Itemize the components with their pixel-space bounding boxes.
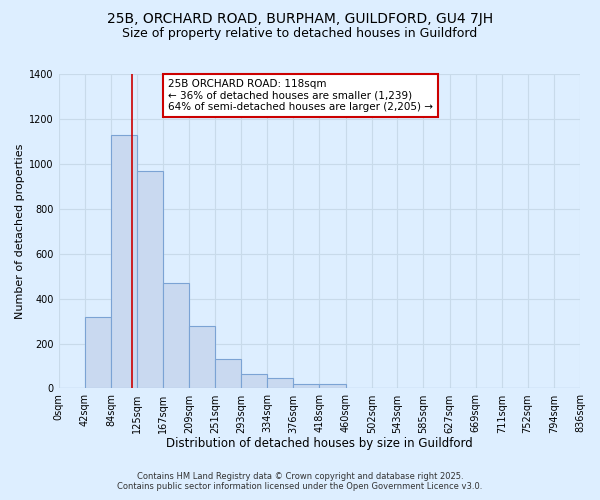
Text: Size of property relative to detached houses in Guildford: Size of property relative to detached ho… bbox=[122, 28, 478, 40]
Bar bbox=[293, 384, 319, 388]
Bar bbox=[163, 283, 189, 389]
Bar bbox=[137, 170, 163, 388]
Bar bbox=[215, 360, 241, 388]
X-axis label: Distribution of detached houses by size in Guildford: Distribution of detached houses by size … bbox=[166, 437, 473, 450]
Bar bbox=[319, 384, 346, 388]
Text: Contains public sector information licensed under the Open Government Licence v3: Contains public sector information licen… bbox=[118, 482, 482, 491]
Text: Contains HM Land Registry data © Crown copyright and database right 2025.: Contains HM Land Registry data © Crown c… bbox=[137, 472, 463, 481]
Text: 25B, ORCHARD ROAD, BURPHAM, GUILDFORD, GU4 7JH: 25B, ORCHARD ROAD, BURPHAM, GUILDFORD, G… bbox=[107, 12, 493, 26]
Y-axis label: Number of detached properties: Number of detached properties bbox=[15, 144, 25, 319]
Bar bbox=[189, 326, 215, 388]
Bar bbox=[85, 316, 111, 388]
Bar bbox=[241, 374, 267, 388]
Bar bbox=[267, 378, 293, 388]
Bar bbox=[111, 134, 137, 388]
Text: 25B ORCHARD ROAD: 118sqm
← 36% of detached houses are smaller (1,239)
64% of sem: 25B ORCHARD ROAD: 118sqm ← 36% of detach… bbox=[168, 78, 433, 112]
